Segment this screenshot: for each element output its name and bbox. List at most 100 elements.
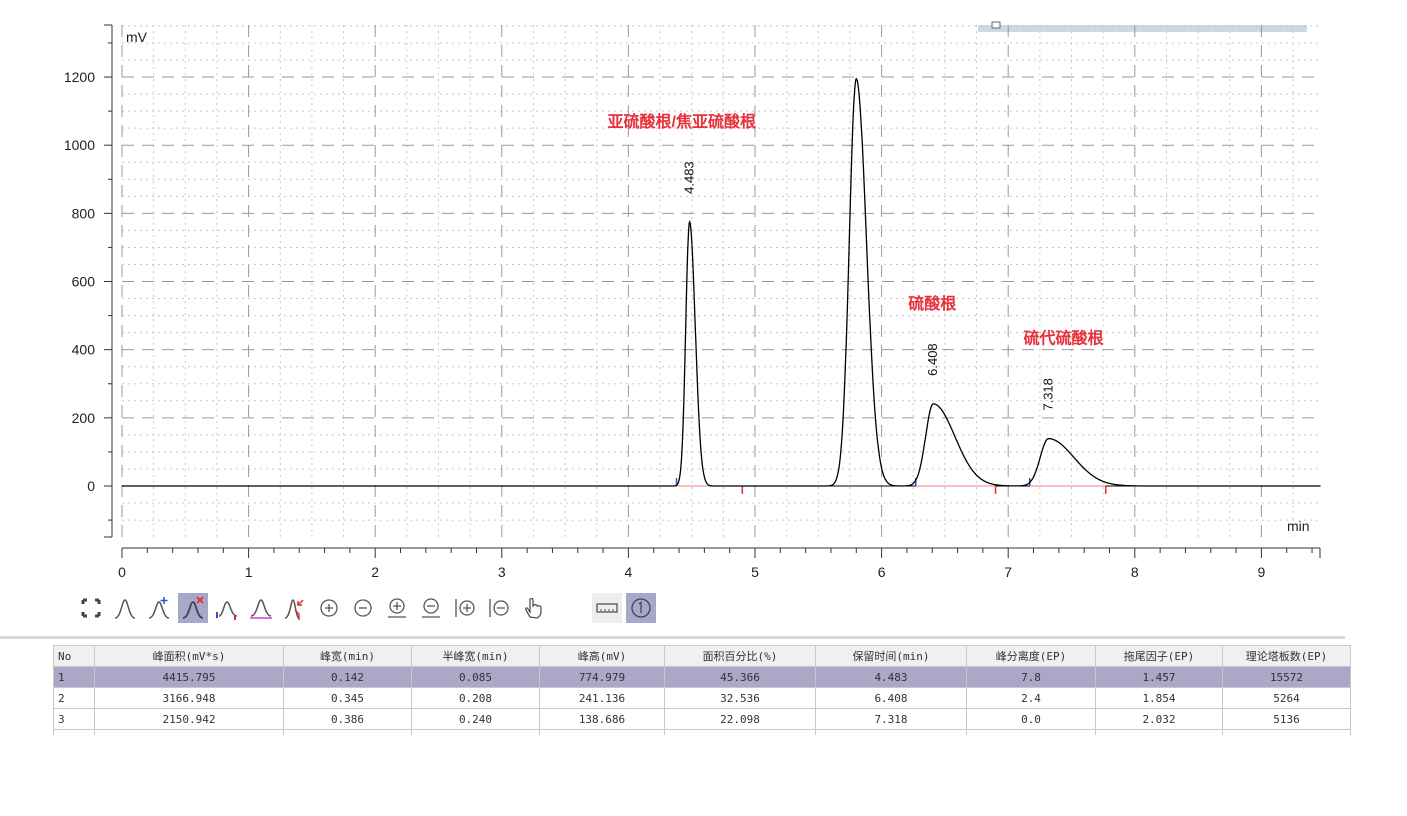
peak-name-label: 亚硫酸根/焦亚硫酸根 xyxy=(608,112,756,131)
table-cell: 1.457 xyxy=(1095,666,1223,688)
x-tick-label: 8 xyxy=(1131,564,1139,580)
zoom-out-x-button[interactable] xyxy=(484,593,514,623)
y-tick-label: 1000 xyxy=(64,137,95,153)
empty-cell xyxy=(539,729,665,735)
split-peak-button[interactable] xyxy=(212,593,242,623)
column-header[interactable]: 半峰宽(min) xyxy=(411,645,540,667)
zoom-in-x-icon xyxy=(455,599,475,617)
empty-cell xyxy=(411,729,540,735)
x-tick-label: 3 xyxy=(498,564,506,580)
table-cell: 4415.795 xyxy=(94,666,284,688)
ruler-icon xyxy=(596,603,618,613)
table-cell: 2.032 xyxy=(1095,708,1223,730)
x-tick-label: 2 xyxy=(371,564,379,580)
y-tick-label: 400 xyxy=(72,342,96,358)
manual-integration-button[interactable] xyxy=(280,593,310,623)
empty-cell xyxy=(1095,729,1223,735)
zoom-out-y-button[interactable] xyxy=(416,593,446,623)
y-axis-unit: mV xyxy=(126,29,148,45)
empty-cell xyxy=(1222,729,1351,735)
column-header[interactable]: 拖尾因子(EP) xyxy=(1095,645,1223,667)
zoom-in-icon xyxy=(320,599,338,617)
delete-peak-button[interactable] xyxy=(178,593,208,623)
x-tick-label: 7 xyxy=(1004,564,1012,580)
zoom-in-y-icon xyxy=(388,598,406,618)
zoom-out-y-icon xyxy=(422,598,440,618)
table-row[interactable]: 2 3166.948 0.345 0.208 241.136 32.536 6.408 2.4… xyxy=(53,687,1351,709)
table-cell: 0.0 xyxy=(966,708,1096,730)
y-tick-label: 800 xyxy=(72,205,96,221)
table-cell: 5264 xyxy=(1222,687,1351,709)
peak-button[interactable] xyxy=(110,593,140,623)
pan-hand-icon xyxy=(525,597,542,619)
add-peak-button[interactable] xyxy=(144,593,174,623)
manual-integration-icon xyxy=(284,599,304,620)
table-cell: 0.085 xyxy=(411,666,540,688)
table-cell: 4.483 xyxy=(815,666,967,688)
x-tick-label: 5 xyxy=(751,564,759,580)
column-header[interactable]: 峰高(mV) xyxy=(539,645,665,667)
peak-name-label: 硫酸根 xyxy=(908,294,956,313)
split-peak-icon xyxy=(216,601,238,620)
table-cell: 6.408 xyxy=(815,687,967,709)
table-cell: 45.366 xyxy=(664,666,816,688)
table-cell: 241.136 xyxy=(539,687,665,709)
y-tick-label: 200 xyxy=(72,410,96,426)
column-header[interactable]: 面积百分比(%) xyxy=(664,645,816,667)
table-cell: 774.979 xyxy=(539,666,665,688)
baseline-button[interactable] xyxy=(246,593,276,623)
table-cell: 1.854 xyxy=(1095,687,1223,709)
table-cell: 3 xyxy=(53,708,95,730)
chromatogram-chart[interactable]: 0 200 400 600 800 1000 1200 0 1 2 3 4 5 6 7 8 9 4.483 亚硫酸… xyxy=(0,0,1407,590)
table-row[interactable]: 3 2150.942 0.386 0.240 138.686 22.098 7.318 0.0… xyxy=(53,708,1351,730)
column-header[interactable]: 峰分离度(EP) xyxy=(966,645,1096,667)
zoom-out-button[interactable] xyxy=(348,593,378,623)
table-cell: 3166.948 xyxy=(94,687,284,709)
retention-time-label: 6.408 xyxy=(925,343,940,376)
delete-peak-icon xyxy=(182,596,204,619)
column-header[interactable]: 理论塔板数(EP) xyxy=(1222,645,1351,667)
table-cell: 0.386 xyxy=(283,708,412,730)
y-tick-label: 600 xyxy=(72,274,96,290)
zoom-out-icon xyxy=(354,599,372,617)
table-cell: 0.345 xyxy=(283,687,412,709)
column-header[interactable]: 峰宽(min) xyxy=(283,645,412,667)
table-cell: 15572 xyxy=(1222,666,1351,688)
x-tick-label: 0 xyxy=(118,564,126,580)
pan-hand-button[interactable] xyxy=(518,593,548,623)
table-row[interactable]: 1 4415.795 0.142 0.085 774.979 45.366 4.483 7.8… xyxy=(53,666,1351,688)
y-tick-label: 1200 xyxy=(64,69,95,85)
empty-cell xyxy=(283,729,412,735)
column-header[interactable]: 峰面积(mV*s) xyxy=(94,645,284,667)
empty-row xyxy=(53,729,1351,735)
table-cell: 7.318 xyxy=(815,708,967,730)
table-cell: 7.8 xyxy=(966,666,1096,688)
splitter[interactable] xyxy=(0,636,1345,639)
x-tick-label: 9 xyxy=(1258,564,1266,580)
x-tick-label: 1 xyxy=(245,564,253,580)
table-cell: 5136 xyxy=(1222,708,1351,730)
zoom-in-y-button[interactable] xyxy=(382,593,412,623)
legend-checkbox[interactable] xyxy=(991,21,1001,29)
column-header[interactable]: No xyxy=(53,645,95,667)
ruler-button[interactable] xyxy=(592,593,622,623)
chromatogram-trace xyxy=(122,77,1321,487)
empty-cell xyxy=(966,729,1096,735)
y-tick-label: 0 xyxy=(87,478,95,494)
number-one-button[interactable] xyxy=(626,593,656,623)
table-cell: 2150.942 xyxy=(94,708,284,730)
table-cell: 0.142 xyxy=(283,666,412,688)
zoom-out-x-icon xyxy=(489,599,509,617)
fit-view-icon xyxy=(81,598,101,618)
empty-cell xyxy=(815,729,967,735)
fit-view-button[interactable] xyxy=(76,593,106,623)
legend-box xyxy=(978,25,1307,32)
column-header[interactable]: 保留时间(min) xyxy=(815,645,967,667)
zoom-in-button[interactable] xyxy=(314,593,344,623)
baseline-icon xyxy=(250,599,272,619)
zoom-in-x-button[interactable] xyxy=(450,593,480,623)
table-cell: 0.208 xyxy=(411,687,540,709)
retention-time-label: 4.483 xyxy=(682,161,697,194)
chart-toolbar xyxy=(76,592,656,624)
table-cell: 32.536 xyxy=(664,687,816,709)
